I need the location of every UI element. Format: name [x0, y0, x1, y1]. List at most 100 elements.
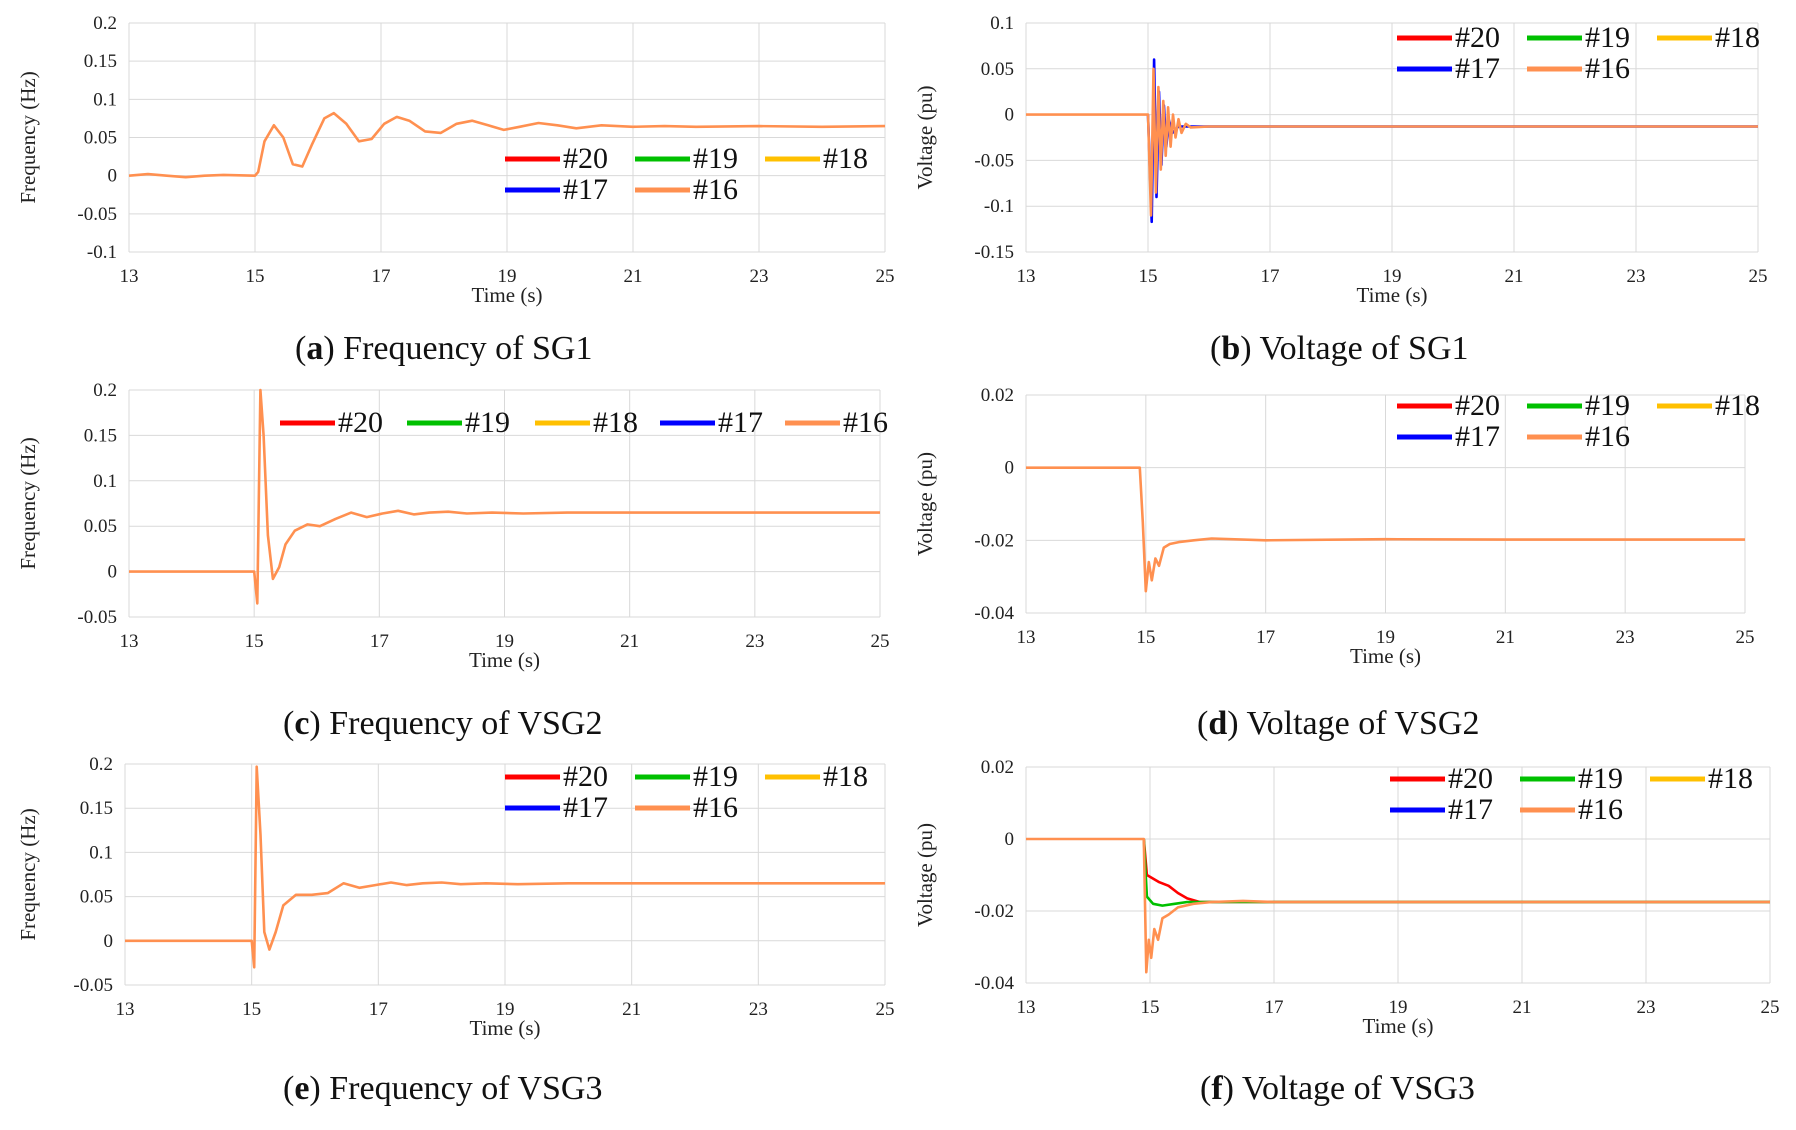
x-axis-label: Time (s) — [1363, 1014, 1434, 1038]
y-tick-label: 0.15 — [80, 798, 113, 819]
legend-label: #19 — [1585, 389, 1630, 422]
y-tick-label: 0.2 — [89, 754, 113, 775]
x-tick-label: 25 — [1761, 997, 1780, 1018]
y-tick-label: 0 — [1005, 105, 1015, 126]
legend-label: #20 — [563, 142, 608, 175]
x-tick-label: 13 — [120, 631, 139, 652]
caption-b: (b) Voltage of SG1 — [1210, 330, 1469, 367]
x-tick-label: 23 — [745, 631, 764, 652]
y-tick-label: -0.02 — [974, 901, 1014, 922]
x-tick-label: 15 — [1136, 627, 1155, 648]
caption-d: (d) Voltage of VSG2 — [1197, 705, 1480, 742]
series-line-n16 — [1026, 466, 1745, 593]
caption-c-letter: c — [294, 705, 310, 742]
x-tick-label: 21 — [624, 266, 643, 287]
legend-label: #17 — [563, 791, 608, 824]
y-tick-label: -0.05 — [77, 607, 117, 628]
series-line-n16 — [125, 765, 885, 969]
x-axis-label: Time (s) — [472, 283, 543, 307]
legend-label: #19 — [693, 760, 738, 793]
caption-d-letter: d — [1208, 705, 1228, 742]
y-tick-label: 0 — [1005, 829, 1015, 850]
y-tick-label: 0.15 — [84, 51, 117, 72]
y-axis-label: Voltage (pu) — [913, 85, 937, 189]
legend-label: #17 — [1455, 420, 1500, 453]
x-tick-label: 21 — [1513, 997, 1532, 1018]
y-axis-label: Voltage (pu) — [913, 823, 937, 927]
legend-label: #19 — [1585, 21, 1630, 54]
caption-d-text: Voltage of VSG2 — [1246, 705, 1480, 742]
x-tick-label: 23 — [750, 266, 769, 287]
x-tick-label: 25 — [876, 999, 895, 1020]
x-tick-label: 13 — [120, 266, 139, 287]
legend-label: #17 — [1448, 793, 1493, 826]
x-tick-label: 23 — [1616, 627, 1635, 648]
x-tick-label: 25 — [1749, 266, 1768, 287]
caption-f: (f) Voltage of VSG3 — [1200, 1070, 1475, 1107]
x-tick-label: 15 — [245, 631, 264, 652]
x-tick-label: 17 — [1256, 627, 1275, 648]
y-tick-label: 0.1 — [89, 842, 113, 863]
x-tick-label: 13 — [1017, 266, 1036, 287]
y-axis-label: Frequency (Hz) — [16, 808, 40, 940]
x-tick-label: 15 — [242, 999, 261, 1020]
x-tick-label: 17 — [372, 266, 391, 287]
x-tick-label: 19 — [1383, 266, 1402, 287]
y-tick-label: 0 — [1005, 458, 1015, 479]
legend-label: #16 — [1578, 793, 1623, 826]
legend-label: #16 — [1585, 52, 1630, 85]
x-tick-label: 17 — [1265, 997, 1284, 1018]
caption-a-text: Frequency of SG1 — [343, 330, 593, 367]
legend-label: #18 — [593, 406, 638, 439]
caption-e-text: Frequency of VSG3 — [329, 1070, 603, 1107]
y-axis-label: Frequency (Hz) — [16, 71, 40, 203]
y-tick-label: 0.05 — [84, 128, 117, 149]
x-tick-label: 17 — [370, 631, 389, 652]
y-tick-label: 0.1 — [93, 89, 117, 110]
caption-c: (c) Frequency of VSG2 — [283, 705, 603, 742]
series-line-n16 — [1026, 67, 1758, 217]
caption-e-letter: e — [294, 1070, 310, 1107]
y-tick-label: -0.1 — [87, 242, 117, 263]
x-tick-label: 23 — [749, 999, 768, 1020]
y-tick-label: -0.05 — [974, 150, 1014, 171]
caption-a: (a) Frequency of SG1 — [295, 330, 593, 367]
series-line-n16 — [128, 111, 886, 179]
y-tick-label: 0 — [108, 562, 118, 583]
y-tick-label: 0 — [104, 931, 114, 952]
x-tick-label: 13 — [1017, 997, 1036, 1018]
x-tick-label: 19 — [498, 266, 517, 287]
legend-label: #20 — [1455, 21, 1500, 54]
legend-label: #18 — [823, 142, 868, 175]
x-tick-label: 15 — [1141, 997, 1160, 1018]
y-tick-label: 0.05 — [981, 59, 1014, 80]
caption-f-letter: f — [1211, 1070, 1223, 1107]
caption-a-letter: a — [306, 330, 324, 367]
caption-e: (e) Frequency of VSG3 — [283, 1070, 603, 1107]
x-tick-label: 23 — [1627, 266, 1646, 287]
x-tick-label: 17 — [1261, 266, 1280, 287]
x-axis-label: Time (s) — [470, 1016, 541, 1040]
x-tick-label: 19 — [1376, 627, 1395, 648]
caption-f-text: Voltage of VSG3 — [1241, 1070, 1475, 1107]
x-tick-label: 25 — [1736, 627, 1755, 648]
y-tick-label: -0.05 — [77, 204, 117, 225]
y-tick-label: -0.15 — [974, 242, 1014, 263]
y-tick-label: -0.1 — [984, 196, 1014, 217]
series-line-n19 — [1142, 838, 1770, 907]
x-tick-label: 21 — [620, 631, 639, 652]
legend-label: #17 — [563, 173, 608, 206]
x-tick-label: 19 — [1389, 997, 1408, 1018]
y-tick-label: 0.02 — [981, 757, 1014, 778]
x-axis-label: Time (s) — [1350, 644, 1421, 668]
series-line-n20 — [1142, 838, 1770, 904]
y-tick-label: 0.1 — [990, 13, 1014, 34]
legend-label: #18 — [823, 760, 868, 793]
y-tick-label: 0.02 — [981, 385, 1014, 406]
x-tick-label: 15 — [246, 266, 265, 287]
x-tick-label: 19 — [496, 999, 515, 1020]
legend-label: #16 — [693, 791, 738, 824]
